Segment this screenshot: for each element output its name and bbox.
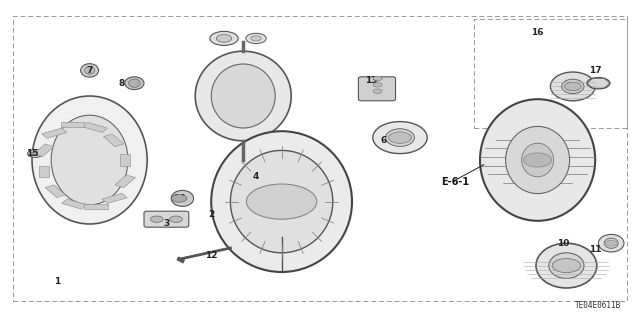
Circle shape bbox=[252, 108, 267, 116]
Ellipse shape bbox=[172, 190, 193, 206]
FancyBboxPatch shape bbox=[358, 77, 396, 101]
Text: 16: 16 bbox=[531, 28, 544, 36]
Ellipse shape bbox=[536, 243, 596, 288]
Circle shape bbox=[236, 70, 251, 77]
Bar bbox=[42, 128, 67, 138]
Ellipse shape bbox=[522, 143, 554, 177]
Text: 14: 14 bbox=[173, 194, 186, 203]
Ellipse shape bbox=[604, 238, 618, 248]
Ellipse shape bbox=[32, 96, 147, 224]
Circle shape bbox=[220, 108, 235, 116]
Text: TE04E0611B: TE04E0611B bbox=[575, 301, 621, 310]
Bar bbox=[82, 122, 107, 132]
Bar bbox=[120, 154, 130, 166]
Circle shape bbox=[252, 76, 267, 84]
Text: 2: 2 bbox=[208, 210, 214, 219]
Bar bbox=[102, 193, 127, 204]
Ellipse shape bbox=[480, 99, 595, 221]
Circle shape bbox=[246, 184, 317, 219]
Circle shape bbox=[220, 76, 235, 84]
Circle shape bbox=[373, 83, 382, 87]
Circle shape bbox=[213, 92, 228, 100]
Ellipse shape bbox=[548, 253, 584, 278]
Circle shape bbox=[587, 77, 610, 89]
Ellipse shape bbox=[51, 115, 128, 205]
Text: 1: 1 bbox=[54, 277, 61, 286]
Circle shape bbox=[552, 259, 580, 273]
Ellipse shape bbox=[84, 67, 95, 74]
Ellipse shape bbox=[195, 51, 291, 141]
Ellipse shape bbox=[230, 150, 333, 253]
Text: 13: 13 bbox=[365, 76, 378, 84]
Circle shape bbox=[172, 195, 187, 202]
Circle shape bbox=[170, 216, 182, 222]
Circle shape bbox=[258, 92, 273, 100]
Bar bbox=[104, 134, 124, 147]
Circle shape bbox=[216, 35, 232, 42]
Ellipse shape bbox=[562, 79, 584, 93]
Ellipse shape bbox=[550, 72, 595, 101]
Bar bbox=[84, 204, 108, 209]
FancyBboxPatch shape bbox=[144, 211, 189, 227]
Bar bbox=[34, 144, 54, 156]
Circle shape bbox=[373, 89, 382, 93]
Text: 8: 8 bbox=[118, 79, 125, 88]
Ellipse shape bbox=[598, 234, 624, 252]
Circle shape bbox=[210, 31, 238, 45]
Text: E-6-1: E-6-1 bbox=[442, 177, 470, 188]
Bar bbox=[39, 166, 49, 177]
Circle shape bbox=[605, 240, 617, 246]
Ellipse shape bbox=[211, 131, 352, 272]
Ellipse shape bbox=[385, 129, 415, 147]
Circle shape bbox=[236, 115, 251, 122]
Text: 4: 4 bbox=[253, 172, 259, 180]
Ellipse shape bbox=[506, 126, 570, 194]
Text: 7: 7 bbox=[86, 66, 93, 75]
Text: 12: 12 bbox=[205, 252, 218, 260]
Ellipse shape bbox=[372, 122, 428, 154]
Circle shape bbox=[373, 76, 382, 81]
Text: 10: 10 bbox=[557, 239, 570, 248]
Circle shape bbox=[150, 216, 163, 222]
Bar bbox=[61, 199, 87, 209]
Ellipse shape bbox=[129, 79, 140, 87]
Text: 15: 15 bbox=[26, 149, 38, 158]
Ellipse shape bbox=[125, 77, 144, 90]
Circle shape bbox=[524, 153, 552, 167]
Circle shape bbox=[564, 82, 581, 91]
Circle shape bbox=[28, 150, 43, 157]
Text: 3: 3 bbox=[163, 220, 170, 228]
Circle shape bbox=[251, 36, 261, 41]
Bar bbox=[45, 185, 65, 197]
Text: 6: 6 bbox=[381, 136, 387, 145]
Circle shape bbox=[31, 152, 39, 156]
Ellipse shape bbox=[211, 64, 275, 128]
Bar bbox=[115, 175, 135, 188]
Text: 11: 11 bbox=[589, 245, 602, 254]
Text: 17: 17 bbox=[589, 66, 602, 75]
Circle shape bbox=[388, 132, 412, 143]
Circle shape bbox=[246, 33, 266, 44]
Bar bbox=[61, 122, 84, 127]
Ellipse shape bbox=[81, 64, 99, 77]
